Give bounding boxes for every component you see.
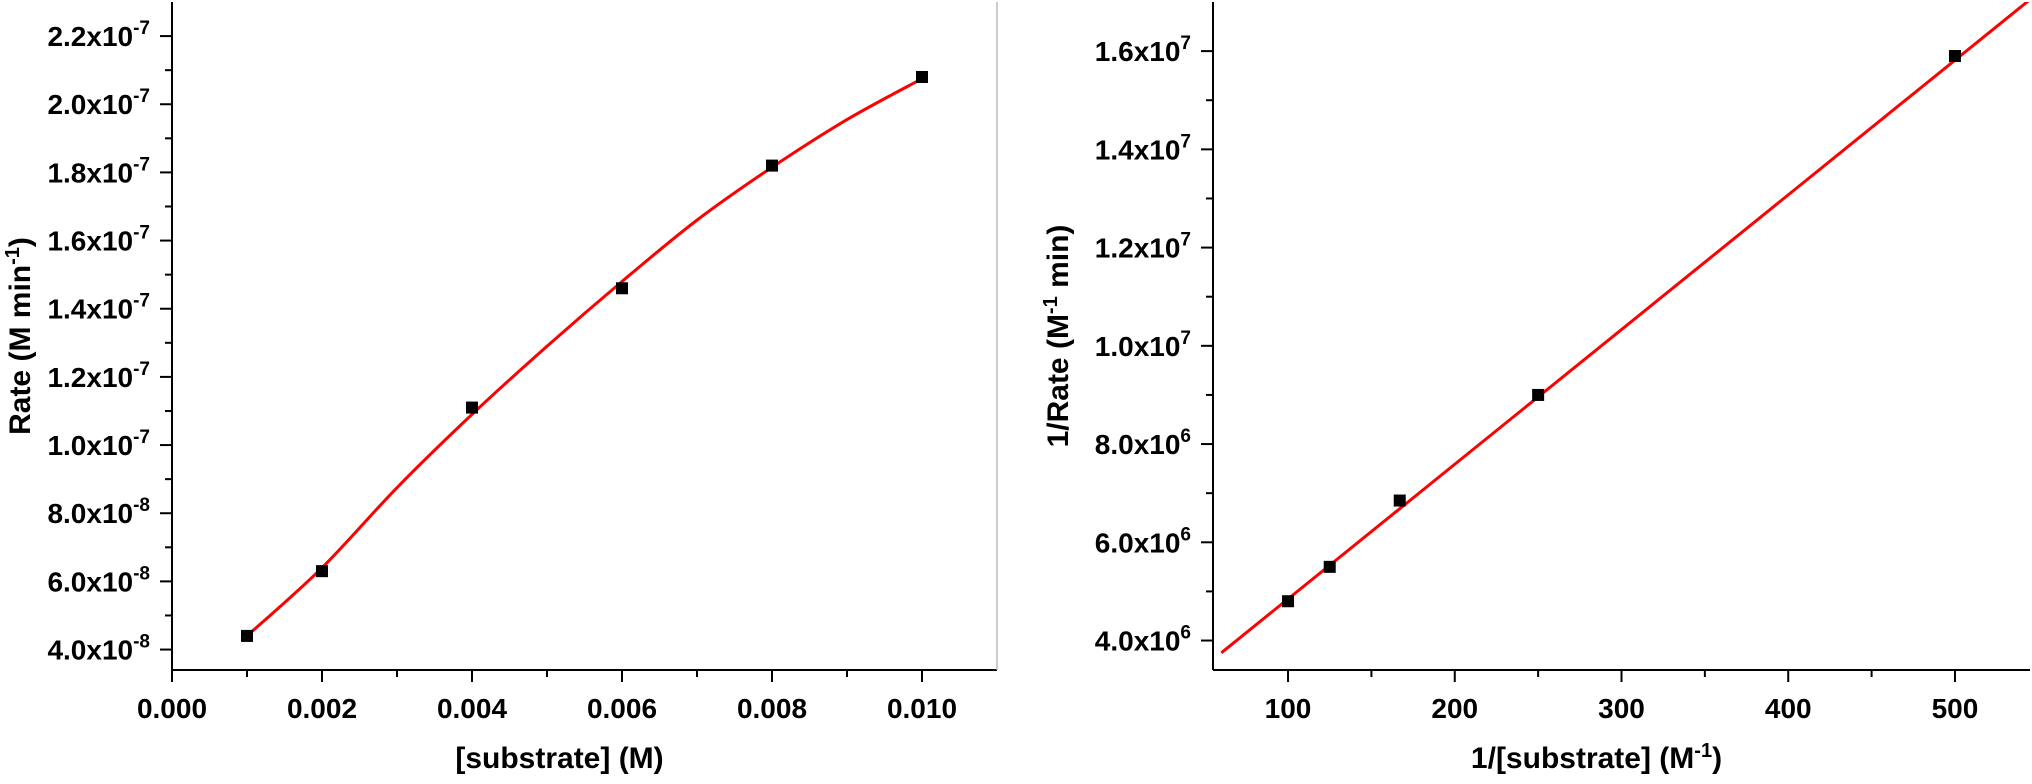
data-point: [766, 159, 778, 172]
y-tick-label: 4.0x10-8: [47, 632, 150, 666]
y-tick-label: 4.0x106: [1095, 623, 1191, 657]
y-axis-label: Rate (M min-1): [2, 237, 37, 435]
x-tick-label: 200: [1431, 693, 1478, 724]
y-tick-label: 6.0x10-8: [47, 563, 150, 597]
y-tick-label: 1.2x107: [1095, 230, 1191, 264]
y-tick-label: 1.6x107: [1095, 33, 1191, 67]
x-tick-label: 0.000: [137, 693, 207, 724]
x-tick-label: 500: [1932, 693, 1979, 724]
data-point: [1282, 595, 1295, 608]
y-tick-label: 8.0x10-8: [47, 495, 150, 529]
data-point: [316, 565, 328, 578]
chart-rate-vs-substrate: 0.000 0.002 0.004 0.006 0.008 0.010 4.0x10-8 6.…: [2, 2, 998, 775]
y-tick-label: 8.0x106: [1095, 426, 1191, 460]
data-point: [1948, 50, 1961, 63]
data-point: [1532, 388, 1545, 401]
x-tick-label: 0.008: [737, 693, 807, 724]
y-tick-label: 1.4x107: [1095, 131, 1191, 165]
x-axis-label: [substrate] (M): [455, 742, 663, 775]
data-point: [466, 401, 478, 414]
y-tick-label: 2.2x10-7: [47, 18, 150, 52]
data-point: [616, 282, 628, 295]
x-axis-label: 1/[substrate] (M-1): [1471, 740, 1722, 775]
x-tick-label: 300: [1598, 693, 1645, 724]
data-point: [1393, 494, 1406, 507]
x-tick-label: 0.002: [287, 693, 357, 724]
y-tick-label: 1.2x10-7: [47, 359, 150, 393]
fit-line: [1220, 2, 2030, 654]
y-tick-label: 1.4x10-7: [47, 291, 150, 325]
x-tick-label: 0.006: [587, 693, 657, 724]
y-tick-label: 6.0x106: [1095, 524, 1191, 558]
x-tick-label: 400: [1765, 693, 1812, 724]
x-tick-label: 100: [1265, 693, 1312, 724]
chart-lineweaver-burk: 100 200 300 400 500 4.0x106 6.0x106 8.0x106 1.0x…: [1040, 2, 2030, 775]
y-tick-label: 1.8x10-7: [47, 154, 150, 188]
fit-line: [245, 77, 923, 638]
y-tick-label: 1.6x10-7: [47, 223, 150, 257]
y-axis-label: 1/Rate (M-1 min): [1040, 225, 1075, 448]
data-point: [916, 70, 928, 83]
y-tick-label: 2.0x10-7: [47, 86, 150, 120]
x-tick-label: 0.004: [437, 693, 507, 724]
data-point: [1323, 560, 1336, 573]
x-tick-label: 0.010: [887, 693, 957, 724]
data-point: [241, 629, 253, 642]
y-tick-label: 1.0x10-7: [47, 427, 150, 461]
y-tick-label: 1.0x107: [1095, 328, 1191, 362]
